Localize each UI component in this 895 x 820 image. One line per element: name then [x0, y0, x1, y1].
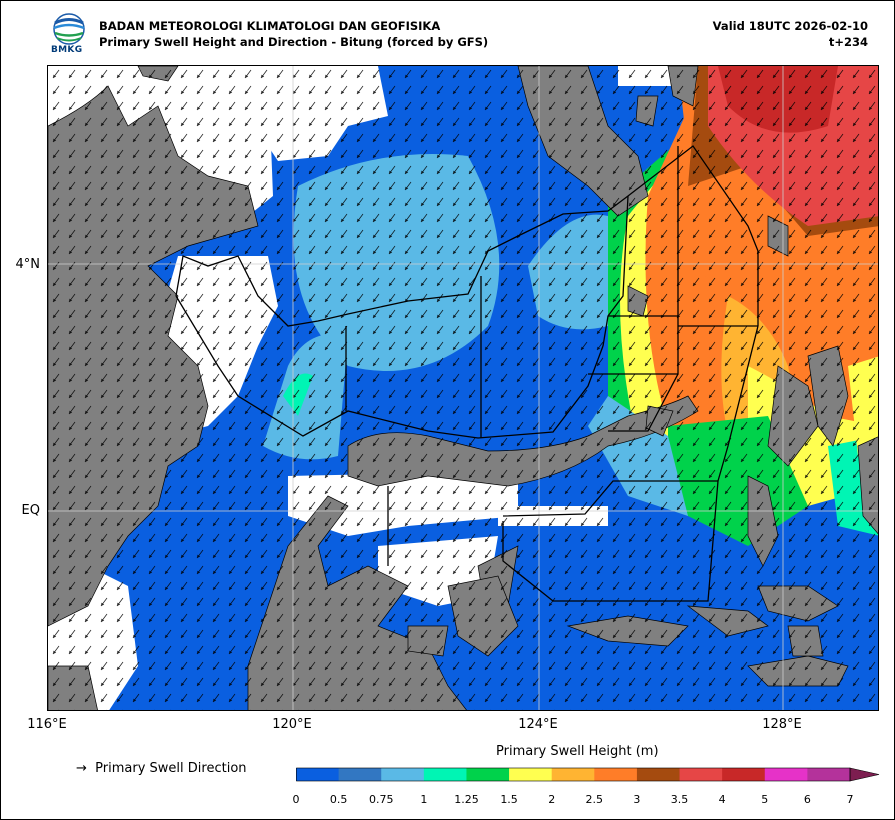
colorbar-tick: 1.5 — [500, 793, 518, 806]
agency-title: BADAN METEOROLOGI KLIMATOLOGI DAN GEOFIS… — [99, 19, 441, 33]
direction-arrows — [48, 66, 878, 710]
colorbar-tick: 5 — [761, 793, 769, 806]
lon-label-128e: 128°E — [762, 717, 802, 732]
colorbar — [296, 767, 880, 782]
colorbar-tick: 1.25 — [454, 793, 479, 806]
lat-label-eq: EQ — [21, 503, 40, 518]
colorbar-segment — [423, 768, 467, 781]
forecast-lead: t+234 — [828, 35, 868, 49]
zone-boundaries — [175, 145, 759, 602]
gridlines — [48, 66, 878, 710]
colorbar-tick: 7 — [846, 793, 854, 806]
direction-legend: → Primary Swell Direction — [76, 761, 247, 776]
colorbar-segment — [338, 768, 382, 781]
colorbar-tick: 3.5 — [670, 793, 689, 806]
colorbar-tick: 4 — [718, 793, 726, 806]
colorbar-tick: 0 — [292, 793, 300, 806]
colorbar-tick: 0.75 — [368, 793, 394, 806]
colorbar-tick: 6 — [803, 793, 811, 806]
lon-label-116e: 116°E — [27, 717, 67, 732]
colorbar-segment — [551, 768, 595, 781]
swell-map — [47, 65, 879, 711]
colorbar-segment — [764, 768, 808, 781]
direction-legend-label: Primary Swell Direction — [95, 761, 247, 776]
lat-label-4n: 4°N — [15, 257, 41, 272]
logo-text: BMKG — [51, 45, 83, 55]
colorbar-segment — [594, 768, 638, 781]
colorbar-segment — [509, 768, 553, 781]
bmkg-logo-icon — [53, 13, 85, 45]
colorbar-tick: 2 — [548, 793, 556, 806]
arrow-icon: → — [76, 761, 87, 776]
colorbar-title: Primary Swell Height (m) — [496, 744, 659, 759]
colorbar-segment — [296, 768, 340, 781]
lon-label-120e: 120°E — [272, 717, 312, 732]
colorbar-segment — [381, 768, 425, 781]
colorbar-segment — [807, 768, 851, 781]
colorbar-tick: 1 — [420, 793, 428, 806]
colorbar-segment — [679, 768, 723, 781]
colorbar-segment — [466, 768, 510, 781]
product-title: Primary Swell Height and Direction - Bit… — [99, 35, 489, 49]
valid-time: Valid 18UTC 2026-02-10 — [712, 19, 868, 33]
colorbar-segment — [636, 768, 681, 781]
colorbar-segment — [722, 768, 766, 781]
colorbar-tick: 3 — [633, 793, 641, 806]
colorbar-tick: 2.5 — [585, 793, 604, 806]
colorbar-tick: 0.5 — [329, 793, 348, 806]
lon-label-124e: 124°E — [518, 717, 558, 732]
colorbar-extend-arrow — [849, 767, 880, 782]
colorbar-outline — [296, 767, 851, 782]
